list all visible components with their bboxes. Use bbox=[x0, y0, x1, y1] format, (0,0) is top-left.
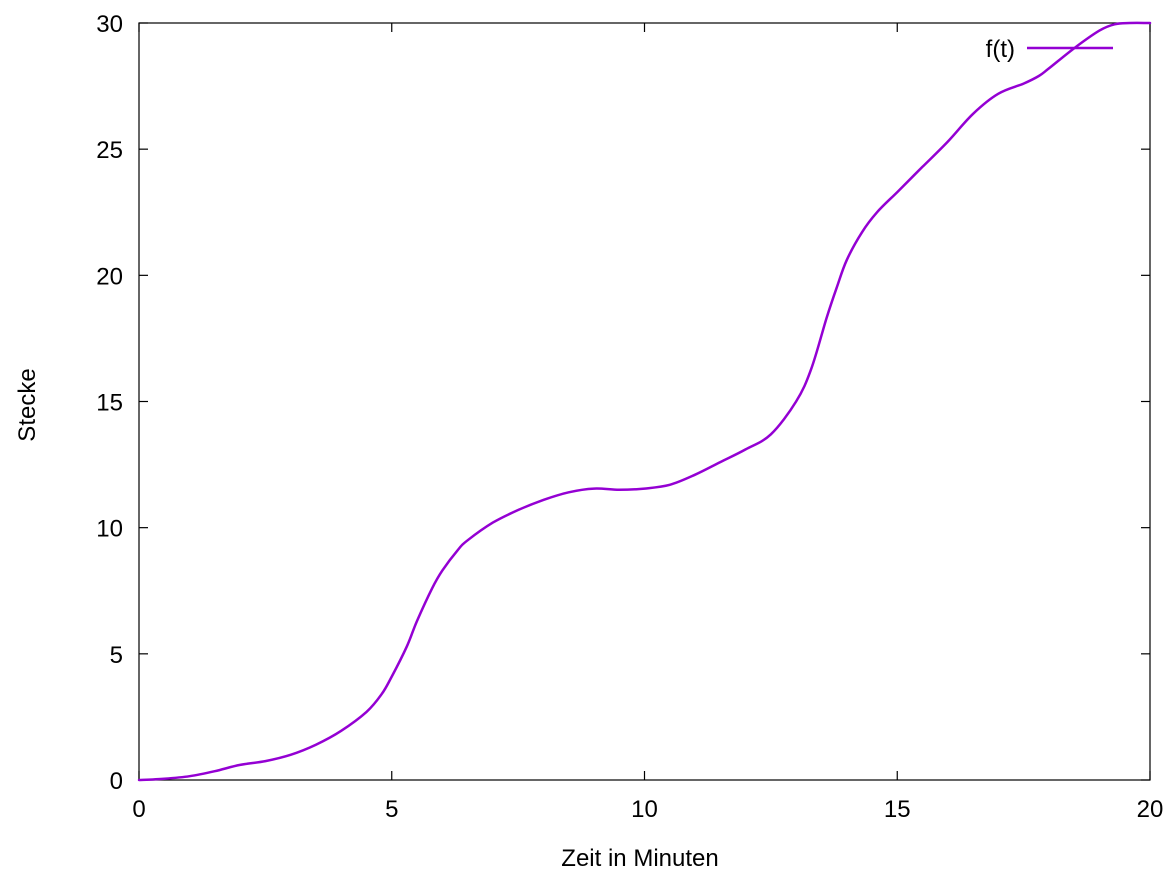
x-tick-label: 10 bbox=[631, 796, 658, 823]
y-axis-ticks: 0 5 10 15 20 25 30 bbox=[96, 11, 1150, 795]
y-axis-title: Stecke bbox=[14, 368, 41, 441]
y-tick-label: 25 bbox=[96, 137, 123, 164]
series-line-f-t bbox=[137, 21, 1152, 782]
y-tick-label: 20 bbox=[96, 263, 123, 290]
legend-label: f(t) bbox=[986, 36, 1015, 63]
y-tick-label: 5 bbox=[110, 642, 123, 669]
y-tick-label: 15 bbox=[96, 390, 123, 417]
legend: f(t) bbox=[986, 36, 1113, 63]
x-tick-label: 15 bbox=[884, 796, 911, 823]
y-tick-label: 0 bbox=[110, 768, 123, 795]
x-tick-label: 20 bbox=[1137, 796, 1164, 823]
x-axis-ticks: 0 5 10 15 20 bbox=[132, 23, 1163, 823]
x-tick-label: 5 bbox=[385, 796, 398, 823]
y-tick-label: 30 bbox=[96, 11, 123, 38]
x-axis-title: Zeit in Minuten bbox=[561, 845, 718, 872]
x-tick-label: 0 bbox=[132, 796, 145, 823]
plot-frame bbox=[138, 22, 1151, 781]
y-tick-label: 10 bbox=[96, 516, 123, 543]
